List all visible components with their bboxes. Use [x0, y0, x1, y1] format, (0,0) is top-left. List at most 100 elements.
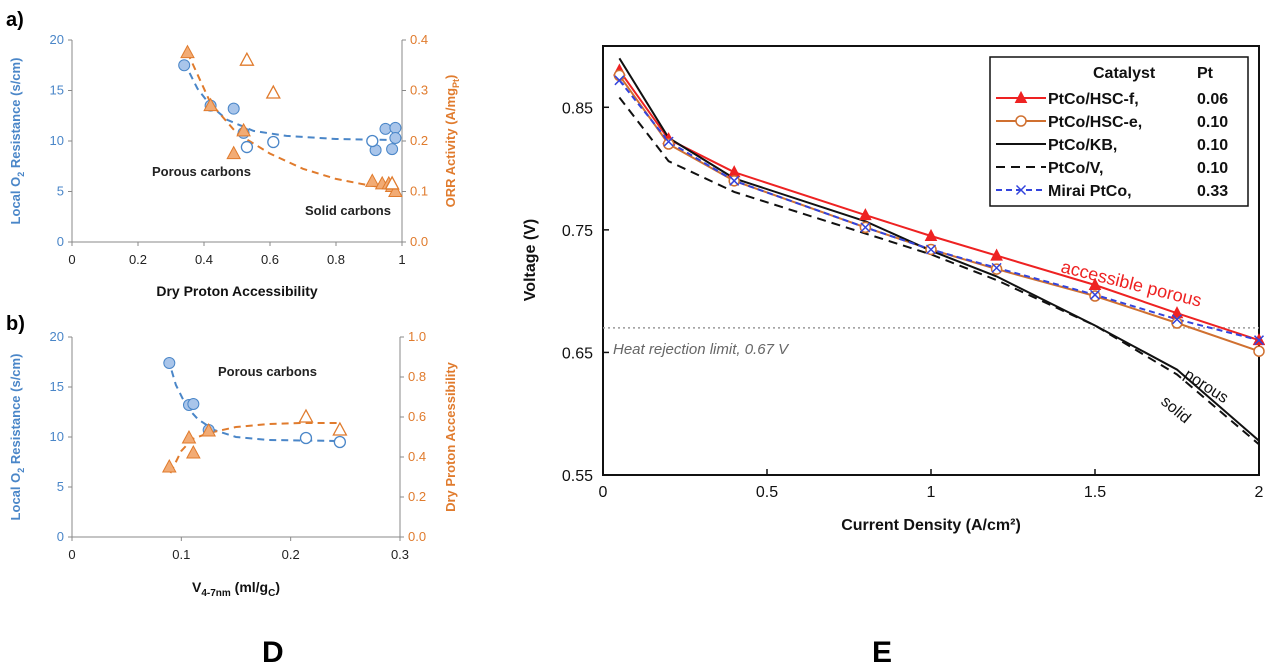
a-point-circle-filled-0-2	[227, 102, 240, 115]
b-y-right-tick-1: 0.2	[408, 489, 426, 504]
b-point-circle-filled-0-2	[187, 398, 200, 410]
a-point-circle-filled-0-0	[178, 59, 191, 72]
E-y-tick-1: 0.65	[562, 345, 593, 362]
b-y-left-tick-0: 0	[57, 529, 64, 544]
a-x-tick-1: 0.2	[129, 252, 147, 267]
E-y-tick-0: 0.55	[562, 468, 593, 485]
chart-b-y-left-label: Local O2 Resistance (s/cm)	[8, 354, 26, 521]
legend-box	[989, 56, 1249, 207]
chart-a-y-right-label: ORR Activity (A/mgPt)	[443, 75, 461, 208]
E-series-1-point-0	[613, 69, 626, 82]
legend-label-3: PtCo/V,	[1048, 160, 1103, 177]
chart-E-x-label: Current Density (A/cm²)	[841, 517, 1021, 534]
chart-b-y-right-label: Dry Proton Accessibility	[443, 361, 458, 512]
E-x-tick-1: 0.5	[756, 484, 778, 501]
a-point-circle-open-1-0	[240, 140, 254, 154]
legend-swatch-marker-1	[1015, 115, 1027, 127]
legend-pt-4: 0.33	[1197, 183, 1228, 200]
E-series-1-point-1	[662, 138, 675, 150]
a-point-triangle-open-3-1	[265, 84, 281, 99]
b-point-triangle-open-3-1	[332, 421, 348, 436]
chart-a-annotation-porous: Porous carbons	[152, 164, 251, 179]
E-x-tick-2: 1	[927, 484, 936, 501]
a-x-tick-0: 0	[68, 252, 75, 267]
a-y-right-tick-1: 0.1	[410, 184, 428, 199]
a-y-left-tick-4: 20	[50, 32, 64, 47]
E-series-1-point-7	[1171, 317, 1183, 329]
a-point-circle-open-1-1	[267, 135, 280, 149]
legend-pt-3: 0.10	[1197, 160, 1228, 177]
E-series-line-3	[618, 96, 1260, 446]
E-series-4-point-5	[991, 262, 1002, 273]
legend-label-4: Mirai PtCo,	[1048, 183, 1132, 200]
b-y-left-tick-1: 5	[57, 479, 64, 494]
E-y-tick-2: 0.75	[562, 223, 593, 240]
panel-label-E: E	[872, 636, 892, 669]
a-point-triangle-filled-2-0	[180, 44, 195, 59]
E-series-0-point-6	[1088, 277, 1102, 291]
panel-label-a: a)	[6, 9, 24, 31]
a-point-circle-filled-0-6	[386, 143, 399, 156]
legend-pt-1: 0.10	[1197, 114, 1228, 131]
a-y-left-tick-2: 10	[50, 133, 64, 148]
b-point-circle-filled-0-0	[163, 357, 176, 369]
E-series-4-point-2	[729, 175, 740, 186]
E-series-4-point-6	[1089, 289, 1101, 300]
a-point-circle-open-1-2	[366, 134, 379, 148]
a-y-left-tick-3: 15	[50, 83, 64, 98]
b-point-triangle-filled-2-1	[181, 429, 197, 444]
E-series-1-point-6	[1089, 290, 1101, 302]
a-point-circle-filled-0-8	[389, 131, 402, 144]
b-y-right-tick-0: 0.0	[408, 529, 426, 544]
chart-a-annotation-solid: Solid carbons	[305, 203, 391, 218]
legend-pt-2: 0.10	[1197, 137, 1228, 154]
b-x-tick-0: 0	[68, 547, 75, 562]
a-y-right-tick-0: 0.0	[410, 234, 428, 249]
heat-rejection-label: Heat rejection limit, 0.67 V	[613, 341, 790, 358]
a-y-left-tick-0: 0	[57, 234, 64, 249]
chart-a-y-left-label: Local O2 Resistance (s/cm)	[8, 58, 26, 225]
E-series-4-point-8	[1253, 335, 1265, 346]
b-y-right-tick-2: 0.4	[408, 449, 426, 464]
legend-swatch-marker-4	[1015, 184, 1027, 196]
legend-header-catalyst: Catalyst	[1093, 65, 1156, 82]
a-point-triangle-filled-2-2	[226, 145, 242, 160]
b-point-triangle-filled-2-2	[186, 444, 201, 459]
a-point-triangle-open-3-2	[384, 175, 400, 190]
chart-b-x-label: V4-7nm (ml/gC)	[192, 579, 280, 599]
legend-label-1: PtCo/HSC-e,	[1048, 114, 1142, 131]
b-x-tick-3: 0.3	[391, 547, 409, 562]
E-series-4-point-1	[663, 136, 674, 147]
E-series-0-point-4	[924, 228, 938, 241]
a-point-triangle-filled-2-3	[236, 122, 251, 137]
a-point-circle-filled-0-7	[389, 121, 402, 134]
chart-a-x-label: Dry Proton Accessibility	[156, 283, 318, 299]
E-series-4-point-3	[860, 222, 871, 233]
a-point-triangle-filled-2-1	[203, 97, 218, 112]
chart-b-annotation-porous: Porous carbons	[218, 364, 317, 379]
chart-b: 0 0.1 0.2 0.3 0 5 10 15 20 0.0 0.2 0.4 0.6 0.8 1.0 Por…	[8, 329, 458, 599]
a-point-triangle-filled-2-4	[364, 173, 380, 187]
b-point-circle-open-1-0	[299, 431, 313, 445]
a-fit-left-0	[183, 61, 396, 141]
E-y-tick-3: 0.85	[562, 100, 593, 117]
b-x-tick-2: 0.2	[282, 547, 300, 562]
annotation-accessible-porous: accessible porous	[1059, 256, 1204, 310]
chart-E-legend: Catalyst Pt PtCo/HSC-f, 0.06 PtCo/HSC-e, 0.…	[989, 56, 1249, 207]
a-point-triangle-filled-2-8	[388, 183, 403, 197]
a-y-left-tick-1: 5	[57, 184, 64, 199]
a-point-triangle-open-3-0	[239, 51, 255, 66]
chart-E: 0 0.5 1 1.5 2 0.55 0.65 0.75 0.85 Heat rejection…	[522, 45, 1265, 534]
E-series-4-point-7	[1171, 314, 1183, 325]
a-point-circle-filled-0-5	[379, 122, 392, 135]
b-y-right-tick-3: 0.6	[408, 409, 426, 424]
b-fit-right-1	[169, 422, 340, 474]
E-series-1-point-5	[990, 263, 1003, 275]
b-point-circle-open-1-1	[333, 435, 347, 449]
a-x-tick-2: 0.4	[195, 252, 213, 267]
b-point-triangle-filled-2-3	[201, 422, 217, 437]
E-series-4-point-0	[614, 75, 625, 86]
b-point-triangle-open-3-0	[298, 408, 314, 423]
